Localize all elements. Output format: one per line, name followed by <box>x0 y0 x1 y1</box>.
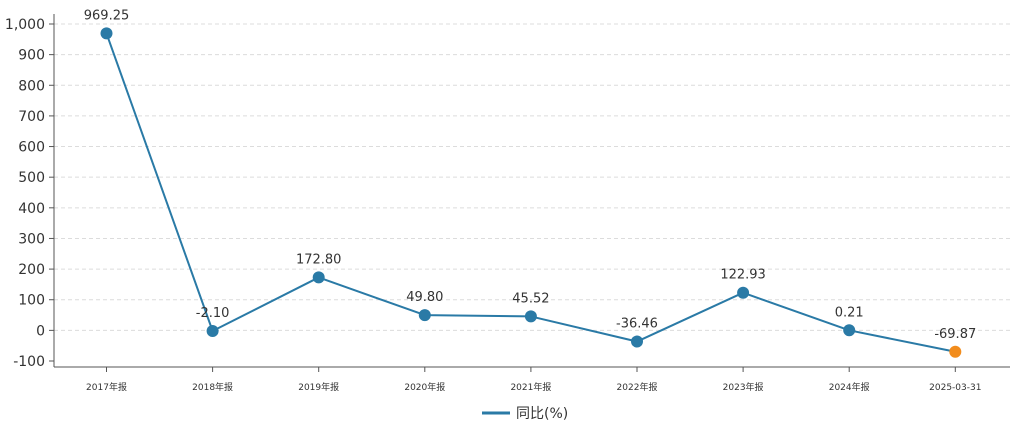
y-tick-label: 900 <box>18 48 45 64</box>
axes <box>49 14 1010 372</box>
x-tick-label: 2020年报 <box>404 381 445 393</box>
y-tick-label: 300 <box>18 231 45 247</box>
data-label: -69.87 <box>934 327 976 342</box>
data-label: -36.46 <box>616 317 658 332</box>
data-point[interactable] <box>206 325 219 338</box>
data-point[interactable] <box>843 324 856 337</box>
data-point[interactable] <box>524 310 537 323</box>
gridlines <box>54 23 1010 331</box>
data-point[interactable] <box>737 286 750 299</box>
data-point[interactable] <box>100 27 113 40</box>
data-point[interactable] <box>949 345 962 358</box>
y-tick-label: 0 <box>36 323 45 339</box>
data-label: 969.25 <box>84 8 130 23</box>
x-tick-label: 2018年报 <box>192 381 233 393</box>
y-tick-label: 100 <box>18 293 45 309</box>
y-tick-label: 800 <box>18 78 45 94</box>
data-point[interactable] <box>631 335 643 348</box>
y-tick-label: 1,000 <box>5 17 45 33</box>
y-tick-label: 400 <box>18 201 45 217</box>
x-tick-label: 2023年报 <box>723 381 764 393</box>
x-tick-label: 2025-03-31 <box>929 383 981 393</box>
y-tick-label: 200 <box>18 262 45 278</box>
y-tick-label: 700 <box>18 109 45 125</box>
x-axis-ticks: 2017年报 2018年报 2019年报 2020年报 2021年报 2022年报 2023… <box>86 381 981 393</box>
x-tick-label: 2019年报 <box>298 381 339 393</box>
series <box>100 27 962 358</box>
data-labels: 969.25 -2.10 172.80 49.80 45.52 -36.46 122.93 0… <box>84 8 977 341</box>
y-tick-label: 500 <box>18 170 45 186</box>
x-tick-label: 2021年报 <box>510 381 551 393</box>
data-label: 0.21 <box>835 305 864 320</box>
y-tick-label: -100 <box>13 354 45 370</box>
legend-label: 同比(%) <box>516 406 568 422</box>
data-label: 49.80 <box>406 290 443 305</box>
data-point[interactable] <box>418 309 431 322</box>
y-tick-label: 600 <box>18 140 45 156</box>
data-label: 45.52 <box>512 291 549 306</box>
y-axis-ticks: 1,000 900 800 700 600 500 400 300 200 100 0 -100 <box>5 17 45 370</box>
x-tick-label: 2017年报 <box>86 381 127 393</box>
data-label: 172.80 <box>296 252 342 267</box>
legend[interactable]: 同比(%) <box>482 406 568 422</box>
x-tick-label: 2022年报 <box>617 381 658 393</box>
data-label: -2.10 <box>196 306 230 321</box>
data-label: 122.93 <box>720 268 766 283</box>
x-tick-label: 2024年报 <box>829 381 870 393</box>
data-point[interactable] <box>312 271 325 284</box>
